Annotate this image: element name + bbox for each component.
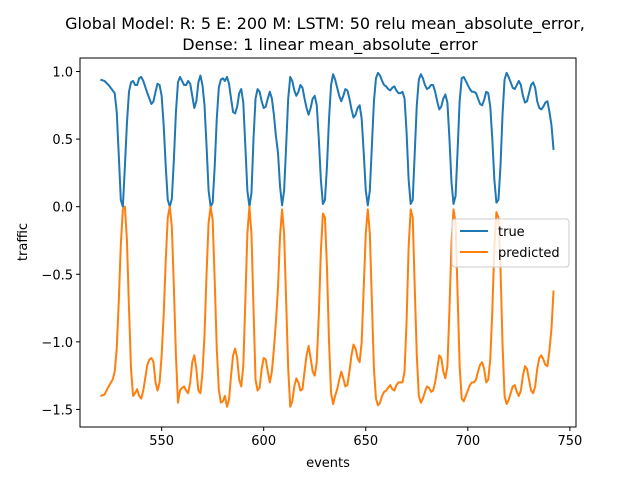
x-tick-label: 700 xyxy=(455,434,480,449)
y-tick-label: −1.5 xyxy=(41,403,73,418)
x-axis: 550 600 650 700 750 xyxy=(149,427,582,449)
legend-label-true: true xyxy=(498,225,525,240)
legend-label-predicted: predicted xyxy=(498,246,560,261)
plot-lines xyxy=(100,71,555,408)
x-tick-label: 650 xyxy=(353,434,378,449)
x-axis-label: events xyxy=(306,456,350,471)
chart-title-line-1: Global Model: R: 5 E: 200 M: LSTM: 50 re… xyxy=(65,14,585,34)
y-tick-label: 1.0 xyxy=(52,66,73,81)
chart-title-line-2: Dense: 1 linear mean_absolute_error xyxy=(182,35,478,55)
x-tick-label: 600 xyxy=(251,434,276,449)
y-tick-label: 0.0 xyxy=(52,201,73,216)
series-line-predicted xyxy=(100,205,555,408)
y-axis-label: traffic xyxy=(16,223,31,261)
y-tick-label: −1.0 xyxy=(41,336,73,351)
y-tick-label: 0.5 xyxy=(52,133,73,148)
x-tick-label: 750 xyxy=(557,434,582,449)
legend: true predicted xyxy=(451,218,570,268)
plot-frame xyxy=(79,57,577,428)
y-tick-label: −0.5 xyxy=(41,268,73,283)
x-tick-label: 550 xyxy=(149,434,174,449)
y-axis: −1.5 −1.0 −0.5 0.0 0.5 1.0 xyxy=(41,66,80,418)
series-line-true xyxy=(100,71,555,208)
